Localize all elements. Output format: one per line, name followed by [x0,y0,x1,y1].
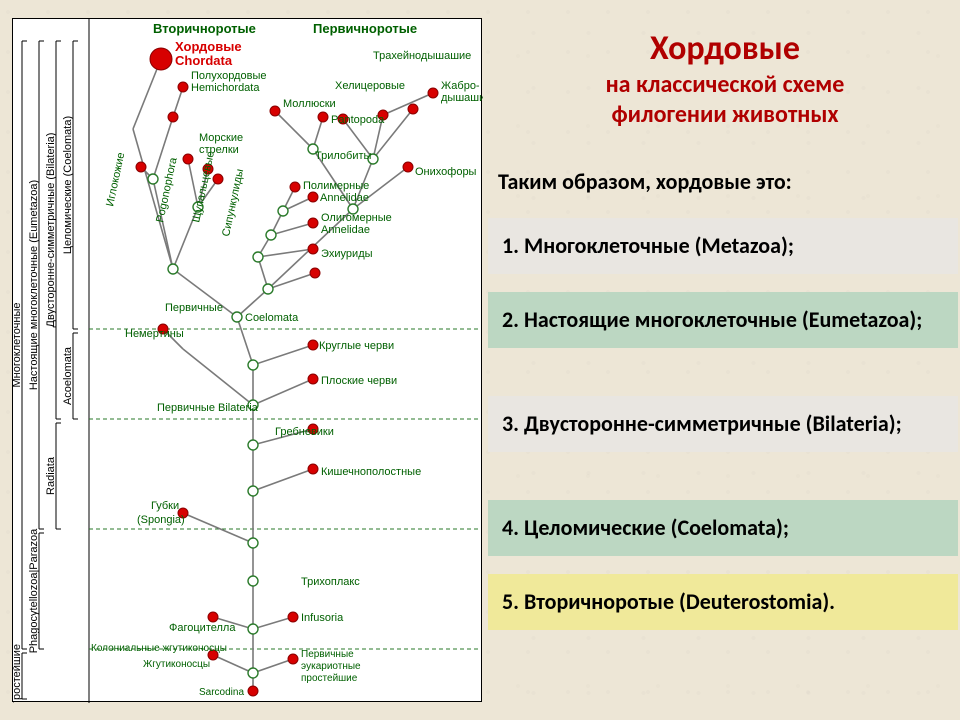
svg-text:Вторичноротые: Вторичноротые [153,21,256,36]
svg-text:Pantopoda: Pantopoda [331,114,385,126]
phylogeny-tree: Многоклеточные Простейшие Настоящие многок… [13,19,483,703]
title-line-1: Хордовые [510,28,940,69]
svg-text:Жгутиконосцы: Жгутиконосцы [143,659,210,670]
list-row: 1. Многоклеточные (Metazoa); [488,218,958,274]
title-line-2: на классической схеме [510,70,940,99]
svg-text:Первичные Bilateria: Первичные Bilateria [157,402,259,414]
svg-text:Олигомерные: Олигомерные [321,212,392,224]
list-row: 5. Вторичноротые (Deuterostomia). [488,574,958,630]
phylogeny-tree-frame: Многоклеточные Простейшие Настоящие многок… [12,18,482,702]
svg-text:Кишечнополостные: Кишечнополостные [321,466,421,478]
svg-text:Полухордовые: Полухордовые [191,70,266,82]
svg-text:Первичноротые: Первичноротые [313,21,417,36]
svg-text:Первичные: Первичные [165,302,223,314]
svg-text:Трихоплакс: Трихоплакс [301,576,360,588]
svg-text:Гребневики: Гребневики [275,426,334,438]
svg-text:Acoelomata: Acoelomata [62,346,74,405]
svg-text:Губки: Губки [151,500,179,512]
svg-text:Простейшие: Простейшие [13,644,23,703]
svg-text:Chordata: Chordata [175,53,233,68]
list-row: 4. Целомические (Coelomata); [488,500,958,556]
svg-text:Настоящие многоклеточные (Eume: Настоящие многоклеточные (Eumetazoa) [28,180,40,390]
svg-text:Онихофоры: Онихофоры [415,166,477,178]
list-row: 2. Настоящие многоклеточные (Eumetazoa); [488,292,958,348]
title-line-3: филогении животных [510,100,940,129]
list-row: 3. Двусторонне-симметричные (Bilateria); [488,396,958,452]
svg-text:Полимерные: Полимерные [303,180,369,192]
svg-text:Hemichordata: Hemichordata [191,82,260,94]
svg-text:Трахейнодышашие: Трахейнодышашие [373,50,471,62]
svg-text:Трилобиты: Трилобиты [315,150,372,162]
svg-text:Coelomata: Coelomata [245,312,299,324]
svg-text:Фагоцителла: Фагоцителла [169,622,236,634]
svg-text:(Spongia): (Spongia) [137,514,185,526]
svg-text:Сипункулиды: Сипункулиды [220,168,246,238]
svg-text:Морские: Морские [199,132,243,144]
svg-text:Хордовые: Хордовые [175,39,242,54]
svg-text:Целомические (Coelomata): Целомические (Coelomata) [62,116,74,254]
svg-text:Infusoria: Infusoria [301,612,344,624]
svg-text:Sarcodina: Sarcodina [199,687,244,698]
svg-text:Жабро-: Жабро- [441,80,480,92]
svg-text:простейшие: простейшие [301,673,358,684]
svg-text:Хелицеровые: Хелицеровые [335,80,405,92]
svg-text:Двусторонне-симметричные (Bila: Двусторонне-симметричные (Bilateria) [45,133,57,328]
svg-text:Annelidae: Annelidae [320,192,369,204]
svg-text:Плоские черви: Плоские черви [321,375,397,387]
svg-text:Многоклеточные: Многоклеточные [13,303,23,388]
svg-text:Эхиуриды: Эхиуриды [321,248,373,260]
svg-text:дышашие: дышашие [441,92,483,104]
svg-text:Phagocytellozoa|Parazoa: Phagocytellozoa|Parazoa [28,528,40,653]
svg-text:Моллюски: Моллюски [283,98,336,110]
intro-text: Таким образом, хордовые это: [498,168,950,195]
svg-text:Annelidae: Annelidae [321,224,370,236]
svg-text:Первичные: Первичные [301,649,354,660]
svg-text:Круглые черви: Круглые черви [319,340,394,352]
svg-text:Колониальные жгутиконосцы: Колониальные жгутиконосцы [91,643,227,654]
svg-text:Radiata: Radiata [45,456,57,495]
svg-text:Немертины: Немертины [125,328,184,340]
svg-text:эукариотные: эукариотные [301,661,361,672]
svg-text:Иглокожие: Иглокожие [104,151,127,207]
